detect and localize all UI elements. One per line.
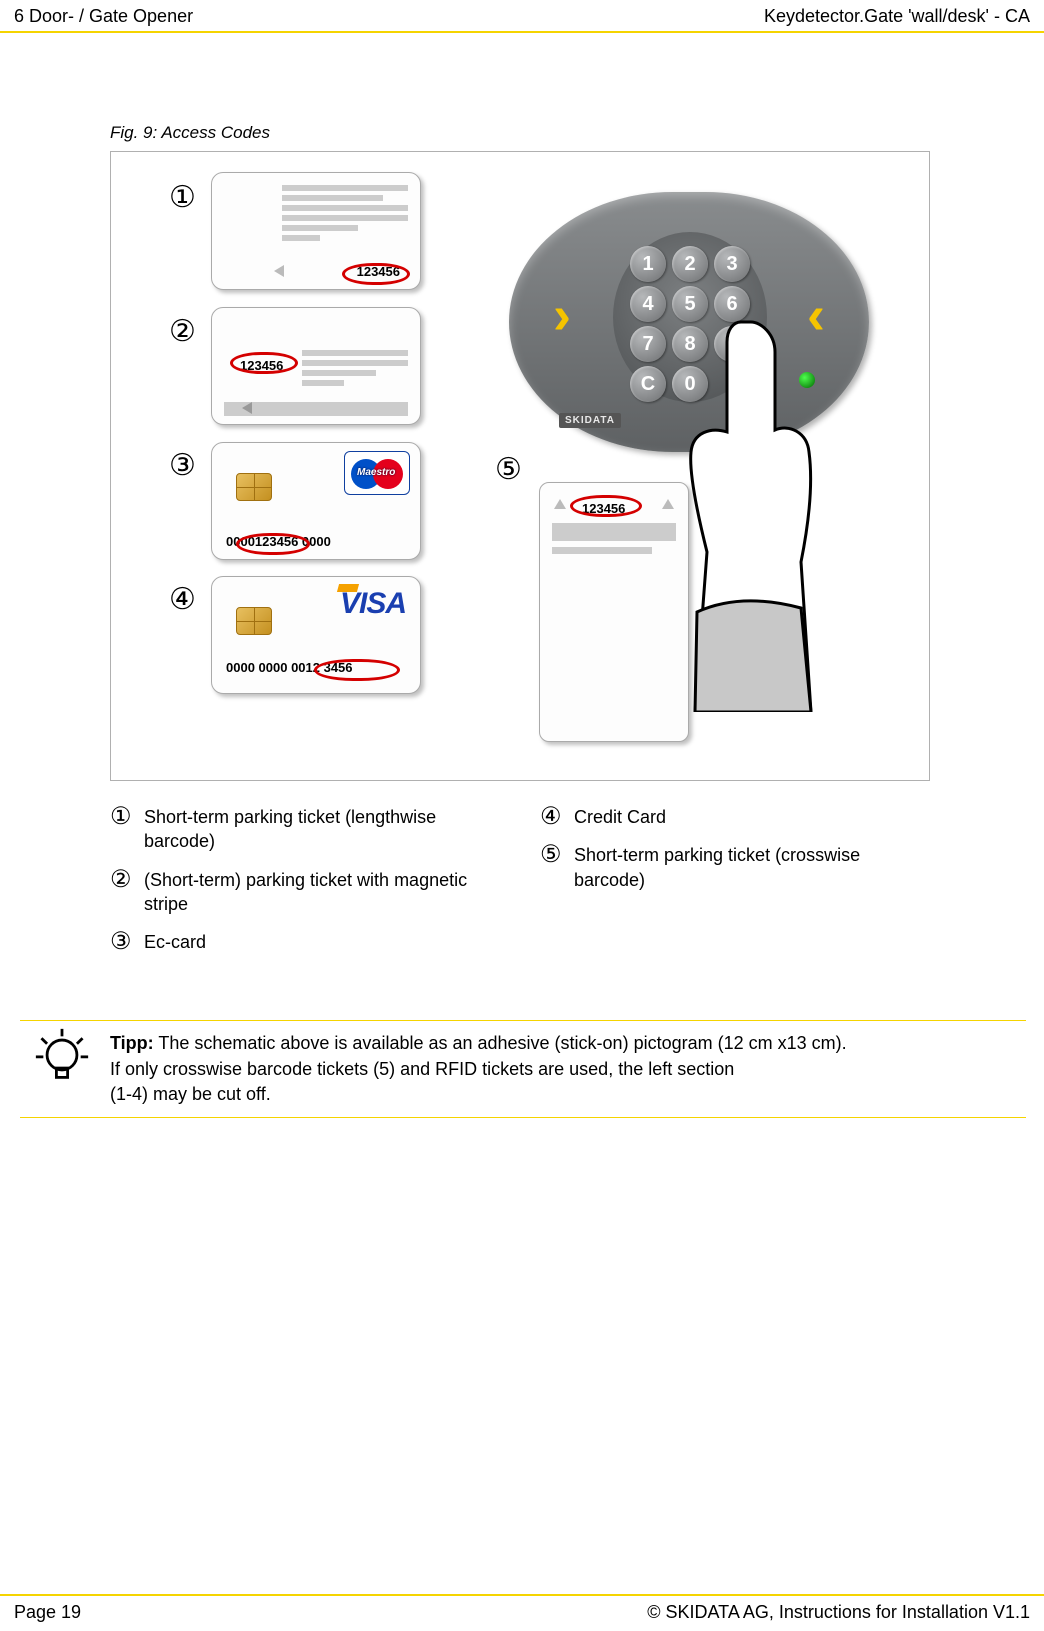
keypad-device: › ‹ 1 2 3 4 5 6 7 8 9 C 0 SKIDATA bbox=[509, 192, 869, 452]
legend-item-2: ② (Short-term) parking ticket with magne… bbox=[110, 868, 500, 917]
legend-text: Short-term parking ticket (lengthwise ba… bbox=[144, 805, 500, 854]
code-circle-1 bbox=[342, 263, 410, 285]
arrow-up-icon bbox=[662, 499, 674, 509]
key-2[interactable]: 2 bbox=[672, 246, 708, 282]
legend-item-4: ④ Credit Card bbox=[540, 805, 930, 829]
tip-text: Tipp: The schematic above is available a… bbox=[110, 1031, 847, 1107]
key-0[interactable]: 0 bbox=[672, 366, 708, 402]
card-magstripe: 123456 bbox=[211, 307, 421, 425]
chevron-left-icon: › bbox=[553, 284, 571, 346]
key-7[interactable]: 7 bbox=[630, 326, 666, 362]
status-led-icon bbox=[799, 372, 815, 388]
lightbulb-icon bbox=[34, 1027, 90, 1092]
marker-2: ② bbox=[169, 314, 196, 349]
card-lengthwise-barcode: 123456 bbox=[211, 172, 421, 290]
footer-right: © SKIDATA AG, Instructions for Installat… bbox=[647, 1602, 1030, 1623]
key-3[interactable]: 3 bbox=[714, 246, 750, 282]
maestro-logo: Maestro bbox=[344, 451, 410, 495]
keypad: 1 2 3 4 5 6 7 8 9 C 0 bbox=[613, 232, 767, 402]
tip-line3: (1-4) may be cut off. bbox=[110, 1084, 271, 1104]
page-header: 6 Door- / Gate Opener Keydetector.Gate '… bbox=[0, 0, 1044, 33]
marker-3: ③ bbox=[169, 448, 196, 483]
legend-item-5: ⑤ Short-term parking ticket (crosswise b… bbox=[540, 843, 930, 892]
legend-mark: ⑤ bbox=[540, 843, 566, 892]
legend-text: Credit Card bbox=[574, 805, 666, 829]
card-eccard: Maestro 0000123456 0000 bbox=[211, 442, 421, 560]
page-footer: Page 19 © SKIDATA AG, Instructions for I… bbox=[0, 1594, 1044, 1623]
card-crosswise-barcode: 123456 bbox=[539, 482, 689, 742]
header-right: Keydetector.Gate 'wall/desk' - CA bbox=[764, 6, 1030, 27]
arrow-left-icon bbox=[274, 265, 284, 277]
device-brand: SKIDATA bbox=[559, 413, 621, 428]
legend-text: Ec-card bbox=[144, 930, 206, 954]
key-c[interactable]: C bbox=[630, 366, 666, 402]
legend-mark: ④ bbox=[540, 805, 566, 829]
code-circle-3 bbox=[236, 533, 310, 555]
code-circle-5 bbox=[570, 495, 642, 517]
tip-label: Tipp: bbox=[110, 1033, 154, 1053]
tip-line2: If only crosswise barcode tickets (5) an… bbox=[110, 1059, 734, 1079]
key-5[interactable]: 5 bbox=[672, 286, 708, 322]
legend-mark: ② bbox=[110, 868, 136, 917]
figure-box: ① 123456 ② 123456 ③ Maestro bbox=[110, 151, 930, 781]
legend: ① Short-term parking ticket (lengthwise … bbox=[110, 805, 930, 968]
footer-left: Page 19 bbox=[14, 1602, 81, 1623]
header-left: 6 Door- / Gate Opener bbox=[14, 6, 193, 27]
chip-icon bbox=[236, 607, 272, 635]
arrow-left-icon bbox=[242, 402, 252, 414]
key-1[interactable]: 1 bbox=[630, 246, 666, 282]
code-circle-4 bbox=[314, 659, 400, 681]
key-8[interactable]: 8 bbox=[672, 326, 708, 362]
marker-5: ⑤ bbox=[495, 452, 522, 487]
marker-4: ④ bbox=[169, 582, 196, 617]
chevron-right-icon: ‹ bbox=[807, 284, 825, 346]
chip-icon bbox=[236, 473, 272, 501]
code-circle-2 bbox=[230, 352, 298, 374]
visa-logo: VISA bbox=[340, 587, 406, 621]
legend-text: Short-term parking ticket (crosswise bar… bbox=[574, 843, 930, 892]
legend-mark: ① bbox=[110, 805, 136, 854]
key-6[interactable]: 6 bbox=[714, 286, 750, 322]
tip-box: Tipp: The schematic above is available a… bbox=[20, 1020, 1026, 1118]
marker-1: ① bbox=[169, 180, 196, 215]
card-creditcard: VISA 0000 0000 0012 3456 bbox=[211, 576, 421, 694]
legend-mark: ③ bbox=[110, 930, 136, 954]
arrow-up-icon bbox=[554, 499, 566, 509]
tip-line1: The schematic above is available as an a… bbox=[154, 1033, 847, 1053]
key-9[interactable]: 9 bbox=[714, 326, 750, 362]
legend-text: (Short-term) parking ticket with magneti… bbox=[144, 868, 500, 917]
legend-item-3: ③ Ec-card bbox=[110, 930, 500, 954]
figure-caption: Fig. 9: Access Codes bbox=[110, 123, 934, 143]
key-4[interactable]: 4 bbox=[630, 286, 666, 322]
legend-item-1: ① Short-term parking ticket (lengthwise … bbox=[110, 805, 500, 854]
